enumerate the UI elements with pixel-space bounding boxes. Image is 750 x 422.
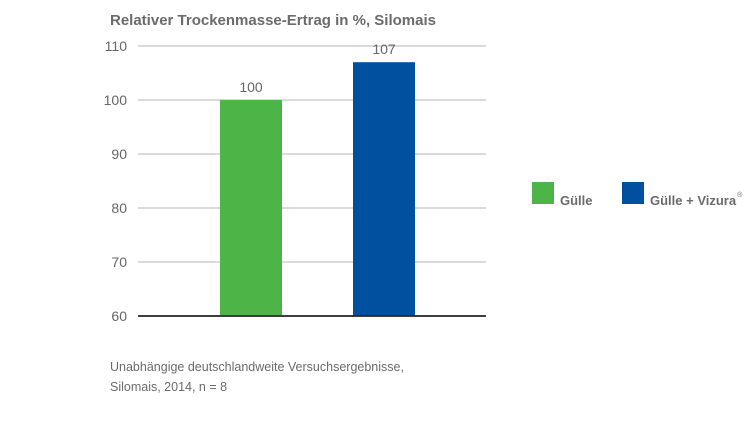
legend-swatch: [532, 182, 554, 204]
y-tick-label: 70: [111, 254, 127, 270]
y-tick-label: 60: [111, 308, 127, 324]
bar: [220, 100, 282, 316]
chart-title: Relativer Trockenmasse-Ertrag in %, Silo…: [110, 12, 436, 29]
bar-data-label: 107: [372, 41, 396, 57]
footnote-line-1: Unabhängige deutschlandweite Versuchserg…: [110, 360, 404, 374]
legend-superscript: ®: [737, 191, 743, 199]
y-tick-label: 80: [111, 200, 127, 216]
y-tick-label: 110: [105, 38, 128, 54]
y-tick-label: 100: [104, 92, 128, 108]
legend-swatch: [622, 182, 644, 204]
legend-label: Gülle + Vizura: [650, 193, 737, 208]
footnote-line-2: Silomais, 2014, n = 8: [110, 380, 228, 394]
footnote: Unabhängige deutschlandweite Versuchserg…: [110, 357, 404, 397]
bar-data-label: 100: [239, 79, 263, 95]
y-tick-label: 90: [111, 146, 127, 162]
legend-label: Gülle: [560, 193, 593, 208]
bar: [353, 62, 415, 317]
